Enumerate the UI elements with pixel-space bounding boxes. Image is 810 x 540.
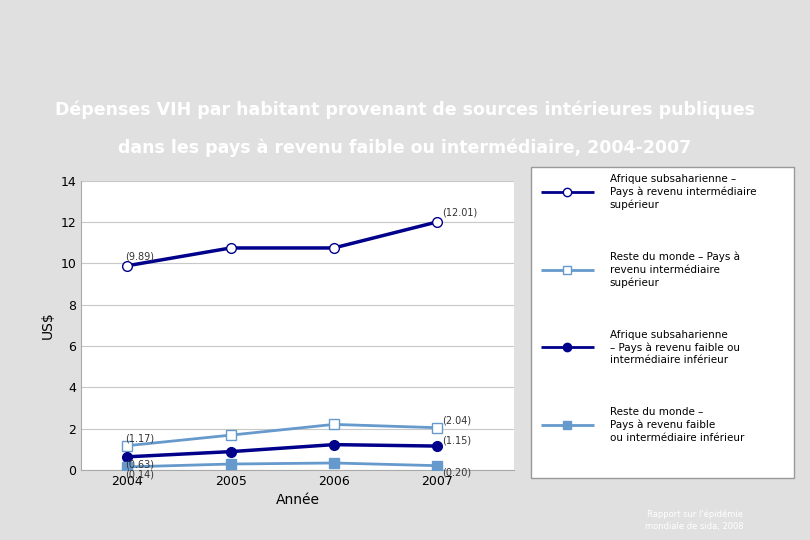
Text: (2.04): (2.04)	[442, 415, 471, 426]
Text: Rapport sur l'épidémie
mondiale de sida, 2008: Rapport sur l'épidémie mondiale de sida,…	[646, 510, 744, 531]
Text: Afrique subsaharienne
– Pays à revenu faible ou
intermédiaire inférieur: Afrique subsaharienne – Pays à revenu fa…	[610, 330, 740, 365]
Y-axis label: US$: US$	[40, 312, 55, 339]
Text: (1.17): (1.17)	[126, 434, 155, 443]
Text: Reste du monde – Pays à
revenu intermédiaire
supérieur: Reste du monde – Pays à revenu intermédi…	[610, 252, 740, 288]
Text: Afrique subsaharienne –
Pays à revenu intermédiaire
supérieur: Afrique subsaharienne – Pays à revenu in…	[610, 174, 756, 210]
X-axis label: Année: Année	[275, 493, 320, 507]
Text: dans les pays à revenu faible ou intermédiaire, 2004-2007: dans les pays à revenu faible ou intermé…	[118, 139, 692, 157]
Text: Dépenses VIH par habitant provenant de sources intérieures publiques: Dépenses VIH par habitant provenant de s…	[55, 100, 755, 119]
Text: (1.15): (1.15)	[442, 436, 471, 446]
Text: (9.89): (9.89)	[126, 252, 155, 261]
Text: (0.20): (0.20)	[442, 468, 471, 478]
Text: (12.01): (12.01)	[442, 208, 477, 218]
Text: Reste du monde –
Pays à revenu faible
ou intermédiaire inférieur: Reste du monde – Pays à revenu faible ou…	[610, 407, 744, 443]
Text: (0.63): (0.63)	[126, 459, 155, 469]
Text: (0.14): (0.14)	[126, 469, 155, 479]
